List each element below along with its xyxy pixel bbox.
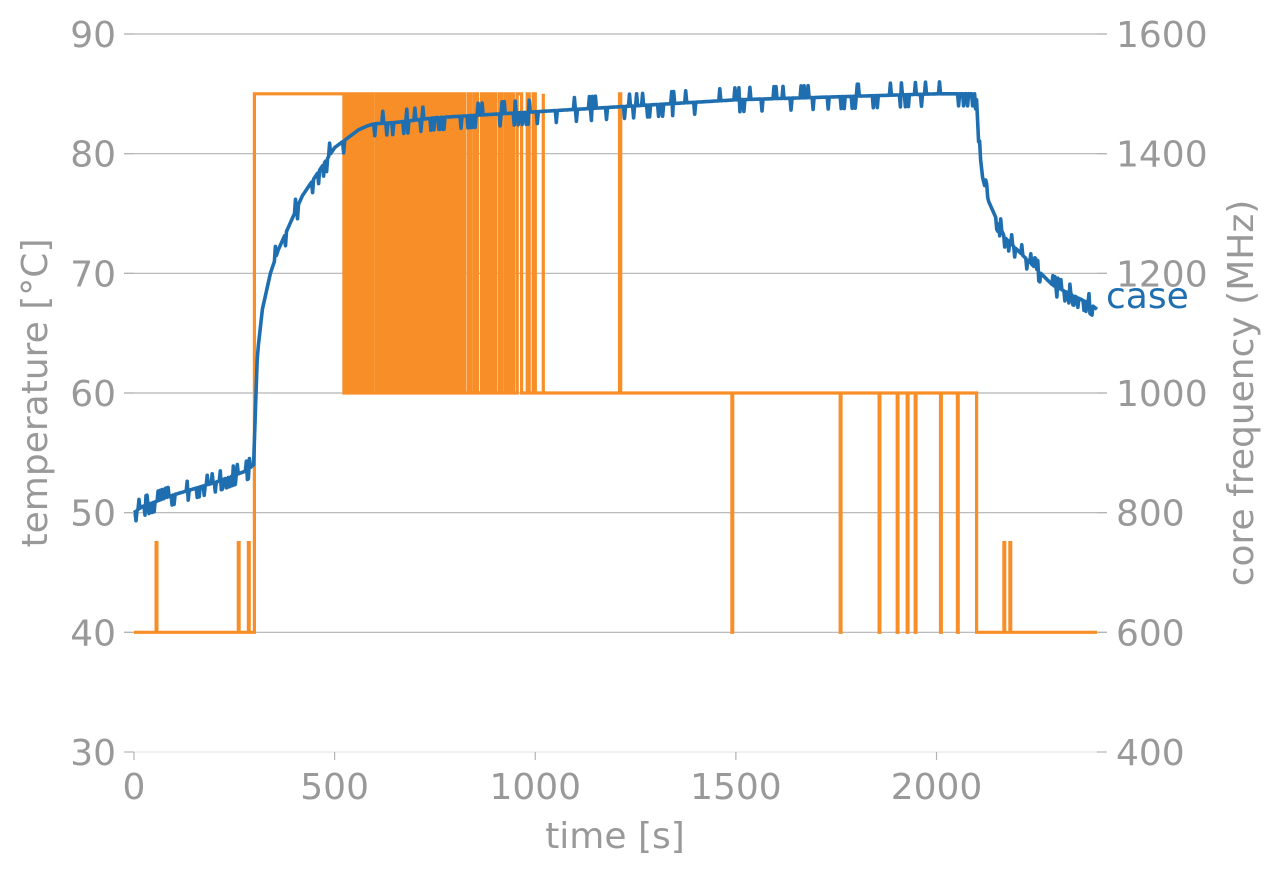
frequency-series	[134, 92, 1097, 634]
axes: 30 40 50 60 70 80 90 400 600 800 1000 1200 1400 1600 0…	[70, 15, 1207, 808]
series-label-case: case	[1106, 276, 1189, 317]
y-right-tick-label: 1200	[1116, 254, 1208, 295]
y-left-tick-label: 80	[70, 135, 116, 176]
y-left-tick-label: 90	[70, 15, 116, 56]
y-right-tick-label: 1000	[1116, 374, 1208, 415]
frequency-line	[134, 92, 1097, 634]
y-left-tick-label: 70	[70, 254, 116, 295]
x-tick-label: 1000	[489, 767, 581, 808]
temperature-series	[132, 80, 1099, 523]
y-left-tick-label: 30	[70, 733, 116, 774]
y-right-tick-label: 600	[1116, 613, 1185, 654]
y-left-tick-label: 50	[70, 494, 116, 535]
y-right-tick-label: 1600	[1116, 15, 1208, 56]
y-left-tick-label: 60	[70, 374, 116, 415]
temperature-line-case	[132, 80, 1099, 523]
y-right-tick-label: 400	[1116, 733, 1185, 774]
y-right-axis-title: core frequency (MHz)	[1221, 200, 1262, 587]
y-left-tick-label: 40	[70, 613, 116, 654]
x-tick-label: 500	[300, 767, 369, 808]
x-tick-label: 1500	[690, 767, 782, 808]
x-axis-title: time [s]	[545, 816, 685, 857]
x-tick-label: 2000	[891, 767, 983, 808]
y-right-tick-label: 1400	[1116, 135, 1208, 176]
y-right-tick-label: 800	[1116, 494, 1185, 535]
y-left-axis-title: temperature [°C]	[15, 239, 56, 548]
x-tick-label: 0	[123, 767, 146, 808]
